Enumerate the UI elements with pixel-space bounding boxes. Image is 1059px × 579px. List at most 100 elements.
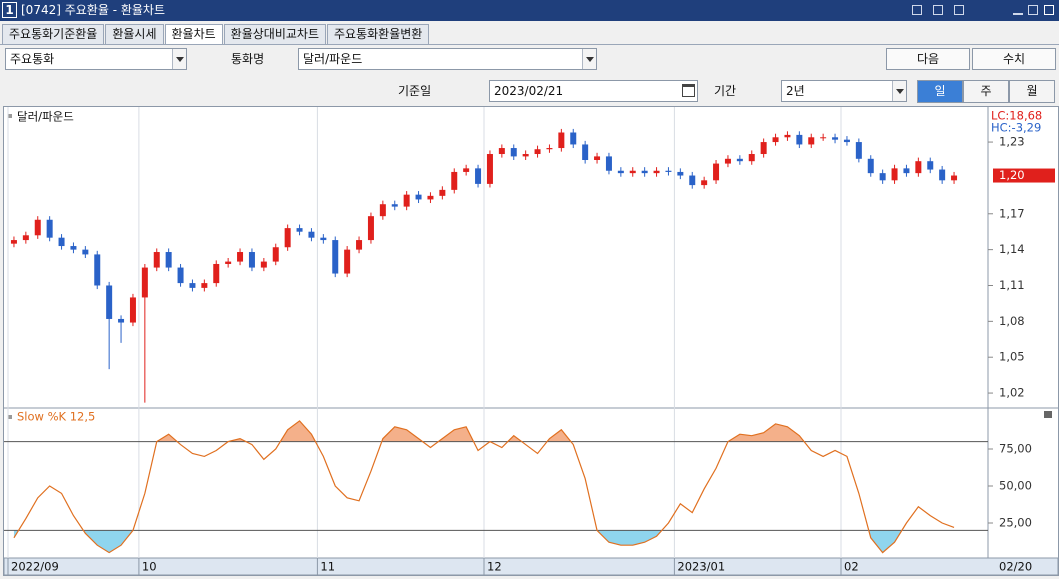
candle-body <box>189 283 196 288</box>
y-tick-label: 25,00 <box>999 516 1032 530</box>
candle-body <box>141 267 148 298</box>
candle-body <box>772 137 779 143</box>
candle-body <box>58 237 65 247</box>
candle-body <box>367 216 374 241</box>
candle-body <box>22 235 29 241</box>
y-tick-label: 1,17 <box>999 206 1025 220</box>
interval-button[interactable]: 일 <box>917 80 963 103</box>
x-tick-label: 12 <box>487 560 502 574</box>
candle-body <box>713 163 720 181</box>
candle-body <box>522 154 529 157</box>
candle-body <box>891 168 898 181</box>
minimize[interactable] <box>1013 13 1023 15</box>
next-button[interactable]: 다음 <box>886 48 970 70</box>
y-tick-label: 75,00 <box>999 442 1032 456</box>
candle-body <box>534 149 541 155</box>
candle-body <box>594 156 601 160</box>
maximize[interactable] <box>1028 5 1038 15</box>
candle-body <box>486 154 493 184</box>
candle-body <box>165 252 172 268</box>
candle-body <box>748 154 755 162</box>
interval-button[interactable]: 주 <box>963 80 1009 103</box>
tab[interactable]: 환율시세 <box>105 24 164 45</box>
candle-body <box>724 158 731 164</box>
candle-body <box>617 170 624 174</box>
x-tick-label: 10 <box>142 560 157 574</box>
tab-line <box>0 44 1059 45</box>
close[interactable] <box>1044 5 1054 15</box>
y-tick-label: 1,02 <box>999 386 1025 400</box>
indicator-line <box>13 420 955 554</box>
y-tick-label: 1,08 <box>999 314 1025 328</box>
dropdown-arrow <box>582 49 596 69</box>
tab[interactable]: 환율차트 <box>164 24 223 45</box>
candle-body <box>260 261 267 268</box>
tab[interactable]: 주요통화기준환율 <box>2 24 105 45</box>
candle-body <box>332 240 339 274</box>
calendar-icon[interactable] <box>682 84 695 97</box>
candle-body <box>415 194 422 200</box>
candle-body <box>129 297 136 323</box>
x-axis-bar <box>3 557 1059 576</box>
tab[interactable]: 주요통화환율변환 <box>327 24 430 45</box>
candle-body <box>677 171 684 176</box>
dropdown-arrow <box>892 81 906 101</box>
candle-body <box>10 240 17 244</box>
x-tick-label: 2022/09 <box>11 560 59 574</box>
chart: 달러/파운드 Slow %K 12,5 LC:18,68 HC:-3,29 02… <box>3 106 1059 576</box>
currency-select[interactable]: 달러/파운드 <box>298 48 597 70</box>
candle-body <box>356 240 363 250</box>
candle-body <box>570 132 577 145</box>
candle-body <box>391 204 398 207</box>
window-icon[interactable] <box>954 5 964 15</box>
candle-body <box>427 195 434 200</box>
chart-frame <box>3 106 1059 576</box>
candle-body <box>308 231 315 238</box>
candle-body <box>201 283 208 288</box>
candle-body <box>558 132 565 149</box>
candle-body <box>582 144 589 160</box>
window-icon[interactable] <box>933 5 943 15</box>
candle-body <box>248 252 255 268</box>
candle-body <box>284 228 291 248</box>
candle-body <box>701 180 708 186</box>
candle-body <box>653 170 660 174</box>
candle-body <box>796 134 803 145</box>
candle-body <box>463 168 470 172</box>
dropdown-arrow <box>172 49 186 69</box>
candle-body <box>118 318 125 323</box>
candle-body <box>94 254 101 286</box>
candle-body <box>82 249 89 255</box>
y-tick-label: 1,05 <box>999 350 1025 364</box>
panel-button[interactable] <box>1044 411 1052 418</box>
candle-body <box>237 252 244 262</box>
candle-body <box>820 137 827 139</box>
candle-body <box>225 261 232 264</box>
interval-button[interactable]: 월 <box>1009 80 1055 103</box>
category-select[interactable]: 주요통화 <box>5 48 187 70</box>
x-tick-label: 02 <box>844 560 859 574</box>
date-input[interactable]: 2023/02/21 <box>489 80 698 102</box>
candle-body <box>939 169 946 181</box>
candle-body <box>736 158 743 162</box>
legend-icon <box>8 415 12 419</box>
candle-body <box>784 134 791 138</box>
candle-body <box>213 263 220 284</box>
chart-area: 달러/파운드 Slow %K 12,5 LC:18,68 HC:-3,29 02… <box>3 106 1059 576</box>
candle-body <box>70 246 77 250</box>
candle-body <box>34 219 41 236</box>
period-select[interactable]: 2년 <box>781 80 907 102</box>
tab[interactable]: 환율상대비교차트 <box>223 24 326 45</box>
window-icon[interactable] <box>912 5 922 15</box>
values-button[interactable]: 수치 <box>972 48 1056 70</box>
candle-body <box>855 142 862 159</box>
candle-body <box>106 285 113 319</box>
candle-body <box>546 148 553 150</box>
candle-body <box>689 175 696 186</box>
select-text: 2년 <box>786 84 805 98</box>
candle-body <box>379 204 386 217</box>
tab-bar: 주요통화기준환율 환율시세 환율차트 환율상대비교차트 주요통화환율변환 <box>2 24 430 45</box>
candle-body <box>498 148 505 155</box>
x-tick-label: 11 <box>320 560 335 574</box>
